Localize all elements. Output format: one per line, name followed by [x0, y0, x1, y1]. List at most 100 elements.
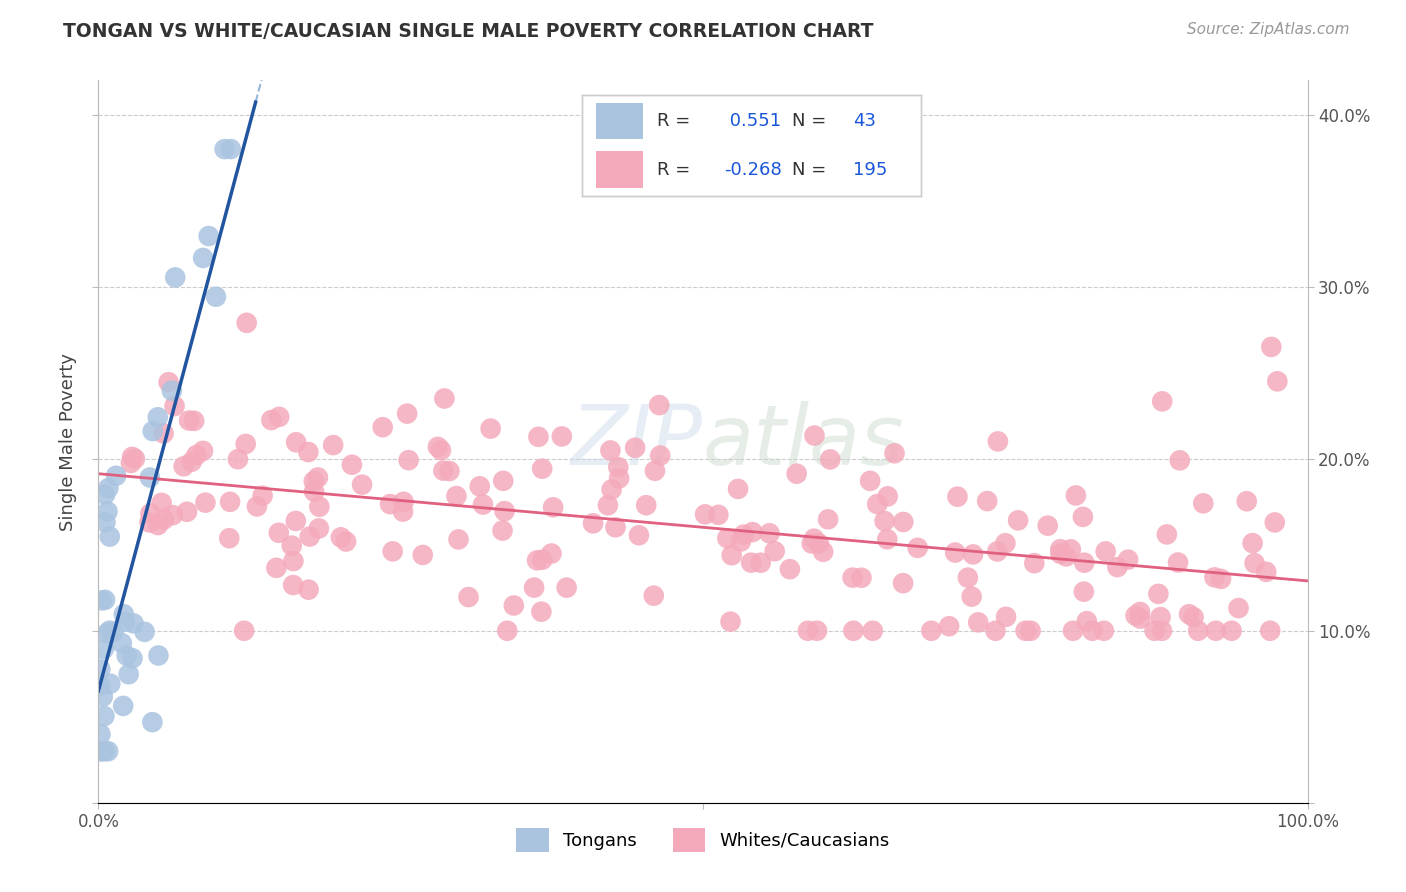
Point: [496, 624, 519, 638]
Point: [891, 576, 914, 591]
Point: [112, 607, 135, 622]
Point: [148, 648, 170, 663]
Point: [876, 533, 898, 547]
Point: [205, 290, 228, 304]
Point: [252, 489, 274, 503]
Point: [644, 464, 666, 478]
Point: [479, 421, 502, 435]
Point: [283, 554, 305, 568]
Point: [94, 487, 117, 501]
Point: [920, 624, 942, 638]
Point: [491, 524, 513, 538]
Point: [740, 556, 762, 570]
Point: [162, 508, 184, 522]
Point: [891, 515, 914, 529]
Point: [938, 619, 960, 633]
Point: [269, 409, 291, 424]
Point: [267, 525, 290, 540]
Point: [1156, 527, 1178, 541]
Point: [1187, 624, 1209, 638]
Point: [1007, 513, 1029, 527]
Text: Source: ZipAtlas.com: Source: ZipAtlas.com: [1187, 22, 1350, 37]
Point: [494, 504, 516, 518]
Point: [142, 424, 165, 438]
Point: [800, 536, 823, 550]
Point: [555, 581, 578, 595]
Point: [1071, 509, 1094, 524]
Point: [97, 744, 120, 758]
Point: [335, 534, 357, 549]
Point: [986, 544, 1008, 558]
Point: [733, 527, 755, 541]
Point: [396, 407, 419, 421]
Point: [472, 498, 495, 512]
Point: [943, 545, 966, 559]
Y-axis label: Single Male Poverty: Single Male Poverty: [59, 352, 77, 531]
Point: [599, 443, 621, 458]
Point: [412, 548, 434, 562]
Point: [1049, 542, 1071, 557]
Point: [392, 505, 415, 519]
Point: [134, 624, 156, 639]
Point: [284, 514, 307, 528]
Point: [219, 142, 242, 156]
Point: [716, 531, 738, 545]
Point: [551, 429, 574, 443]
Point: [114, 615, 136, 629]
Point: [523, 581, 546, 595]
Point: [607, 471, 630, 485]
Point: [643, 589, 665, 603]
Point: [120, 456, 142, 470]
Point: [186, 448, 208, 462]
Point: [818, 452, 841, 467]
Point: [956, 571, 979, 585]
Point: [398, 453, 420, 467]
Point: [89, 662, 111, 676]
Point: [1147, 587, 1170, 601]
Point: [93, 744, 115, 758]
Point: [1049, 547, 1071, 561]
Point: [1178, 607, 1201, 622]
Text: TONGAN VS WHITE/CAUCASIAN SINGLE MALE POVERTY CORRELATION CHART: TONGAN VS WHITE/CAUCASIAN SINGLE MALE PO…: [63, 22, 873, 41]
Point: [960, 590, 983, 604]
Point: [624, 441, 647, 455]
Point: [1182, 610, 1205, 624]
Point: [720, 548, 742, 562]
Point: [1054, 549, 1077, 564]
Point: [995, 609, 1018, 624]
Text: ZIP: ZIP: [571, 401, 703, 482]
Point: [1094, 544, 1116, 558]
Point: [1092, 624, 1115, 638]
Point: [1062, 624, 1084, 638]
Legend: Tongans, Whites/Caucasians: Tongans, Whites/Caucasians: [509, 822, 897, 859]
Point: [124, 451, 146, 466]
Point: [157, 375, 180, 389]
Point: [96, 504, 118, 518]
Point: [607, 460, 630, 475]
Point: [984, 624, 1007, 638]
Point: [266, 561, 288, 575]
Point: [531, 552, 554, 566]
Point: [817, 512, 839, 526]
Point: [605, 520, 627, 534]
Point: [994, 536, 1017, 550]
Point: [381, 544, 404, 558]
Point: [94, 592, 117, 607]
Point: [96, 626, 118, 640]
Point: [298, 529, 321, 543]
Point: [146, 518, 169, 533]
Point: [150, 496, 173, 510]
Point: [329, 530, 352, 544]
Point: [636, 498, 658, 512]
Point: [526, 553, 548, 567]
Point: [741, 525, 763, 540]
Point: [433, 392, 456, 406]
Point: [91, 744, 114, 758]
Point: [883, 446, 905, 460]
Point: [89, 679, 111, 693]
Point: [596, 498, 619, 512]
Point: [530, 605, 553, 619]
Point: [141, 715, 163, 730]
Point: [297, 445, 319, 459]
Point: [907, 541, 929, 555]
